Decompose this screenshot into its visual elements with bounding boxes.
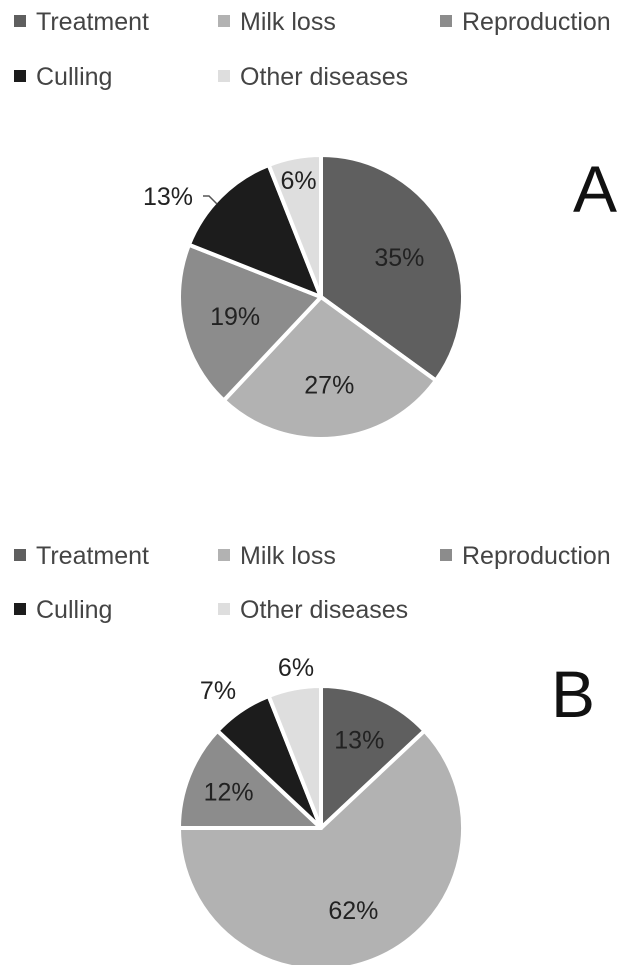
legend-label-other-diseases: Other diseases <box>240 596 408 624</box>
pie-slice-reproduction <box>177 728 323 830</box>
legend-swatch-culling <box>14 70 26 82</box>
legend-label-reproduction: Reproduction <box>462 8 611 36</box>
data-label-treatment: 13% <box>334 726 384 754</box>
legend-swatch-culling <box>14 603 26 615</box>
pie-slice-culling <box>186 162 323 299</box>
data-label-culling: 7% <box>200 677 236 705</box>
panel-label: B <box>551 657 595 731</box>
legend-label-milk-loss: Milk loss <box>240 8 336 36</box>
legend-swatch-treatment <box>14 15 26 27</box>
data-label-other-diseases: 6% <box>278 654 314 682</box>
legend-label-culling: Culling <box>36 63 112 91</box>
leader-line <box>203 195 218 205</box>
legend-swatch-other-diseases <box>218 70 230 82</box>
legend-swatch-reproduction <box>440 549 452 561</box>
data-label-milk-loss: 27% <box>304 372 354 400</box>
legend-swatch-reproduction <box>440 15 452 27</box>
data-label-reproduction: 12% <box>204 778 254 806</box>
pie-slice-milk-loss <box>221 295 438 441</box>
legend-swatch-treatment <box>14 549 26 561</box>
pie-slice-treatment <box>319 684 427 830</box>
data-label-milk-loss: 62% <box>328 897 378 925</box>
legend-label-culling: Culling <box>36 596 112 624</box>
pie-slice-milk-loss <box>177 728 465 965</box>
pie-slice-other-diseases <box>266 684 323 830</box>
pie-slice-treatment <box>319 153 465 383</box>
legend-label-milk-loss: Milk loss <box>240 542 336 570</box>
legend-label-treatment: Treatment <box>36 542 149 570</box>
legend-swatch-milk-loss <box>218 15 230 27</box>
legend-label-treatment: Treatment <box>36 8 149 36</box>
data-label-culling: 13% <box>143 183 193 211</box>
legend-swatch-milk-loss <box>218 549 230 561</box>
panel-label: A <box>573 152 617 226</box>
legend-label-reproduction: Reproduction <box>462 542 611 570</box>
data-label-reproduction: 19% <box>210 303 260 331</box>
data-label-treatment: 35% <box>374 244 424 272</box>
legend-label-other-diseases: Other diseases <box>240 63 408 91</box>
data-label-other-diseases: 6% <box>281 167 317 195</box>
pie-slice-other-diseases <box>266 153 323 299</box>
legend-swatch-other-diseases <box>218 603 230 615</box>
